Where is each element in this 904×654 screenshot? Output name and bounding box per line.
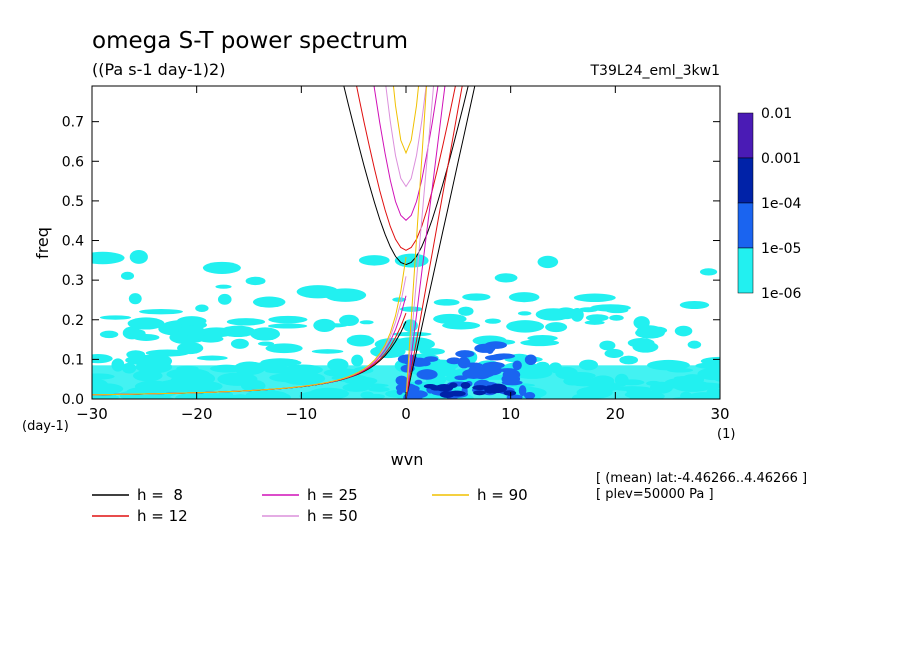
- kelvin-curve-2: [405, 86, 463, 399]
- legend-label: h = 50: [307, 507, 358, 525]
- colorbar: 0.01 0.001 1e-04 1e-05 1e-06: [737, 106, 801, 302]
- colorbar-label: 1e-04: [761, 196, 801, 212]
- colorbar-swatch: [737, 112, 754, 159]
- x-tick-label: −20: [181, 405, 213, 423]
- gravity-curve-5: [392, 86, 420, 155]
- info-line-1: [ (mean) lat:-4.46266..4.46266 ]: [596, 471, 807, 486]
- y-axis: 0.0 0.1 0.2 0.3 0.4 0.5 0.6 0.7: [62, 115, 720, 408]
- colorbar-label: 1e-06: [761, 286, 801, 302]
- legend-label: h = 12: [137, 507, 188, 525]
- colorbar-swatch: [737, 247, 754, 294]
- x-tick-label: 30: [710, 405, 729, 423]
- y-tick-label: 0.3: [62, 273, 84, 289]
- y-unit-label: (day-1): [22, 419, 69, 434]
- kelvin-curve-3: [405, 86, 446, 399]
- kelvin-curve-5: [405, 86, 427, 399]
- gravity-curve-2: [356, 86, 456, 251]
- x-tick-label: 20: [606, 405, 625, 423]
- y-tick-label: 0.7: [62, 115, 84, 131]
- colorbar-label: 0.01: [761, 106, 792, 122]
- spectrum-field: [92, 250, 720, 399]
- x-tick-label: −10: [286, 405, 318, 423]
- curve-group-5: [92, 86, 427, 399]
- colorbar-swatch: [737, 157, 754, 204]
- y-tick-label: 0.0: [62, 392, 84, 408]
- x-tick-label: 0: [401, 405, 411, 423]
- y-tick-label: 0.6: [62, 154, 84, 170]
- kelvin-curve-1: [405, 86, 476, 399]
- gravity-curve-4: [385, 86, 427, 188]
- x-axis: −30 −20 −10 0 10 20 30: [76, 86, 730, 423]
- legend-label: h = 25: [307, 486, 358, 504]
- legend-label: h = 90: [477, 486, 528, 504]
- colorbar-swatch: [737, 202, 754, 249]
- rossby-gravity-curve-5: [92, 256, 407, 396]
- chart-title: omega S-T power spectrum: [92, 28, 408, 54]
- gravity-curve-1: [343, 86, 469, 266]
- legend: h = 8 h = 12 h = 25 h = 50 h = 90: [92, 486, 528, 525]
- legend-label: h = 8: [137, 486, 183, 504]
- y-tick-label: 0.5: [62, 194, 84, 210]
- x-tick-label: 10: [501, 405, 520, 423]
- gravity-curve-3: [373, 86, 439, 221]
- y-tick-label: 0.2: [62, 313, 84, 329]
- kelvin-curve-4: [405, 86, 435, 399]
- run-label: T39L24_eml_3kw1: [590, 63, 721, 79]
- x-axis-label: wvn: [391, 450, 424, 469]
- dispersion-curves: [92, 86, 476, 399]
- chart-subtitle: ((Pa s-1 day-1)2): [92, 60, 225, 79]
- colorbar-label: 1e-05: [761, 241, 801, 257]
- y-tick-label: 0.4: [62, 234, 84, 250]
- x-unit-label: (1): [717, 427, 735, 442]
- colorbar-label: 0.001: [761, 151, 801, 167]
- y-axis-label: freq: [33, 227, 52, 259]
- info-line-2: [ plev=50000 Pa ]: [596, 487, 714, 502]
- y-tick-label: 0.1: [62, 352, 84, 368]
- x-tick-label: −30: [76, 405, 108, 423]
